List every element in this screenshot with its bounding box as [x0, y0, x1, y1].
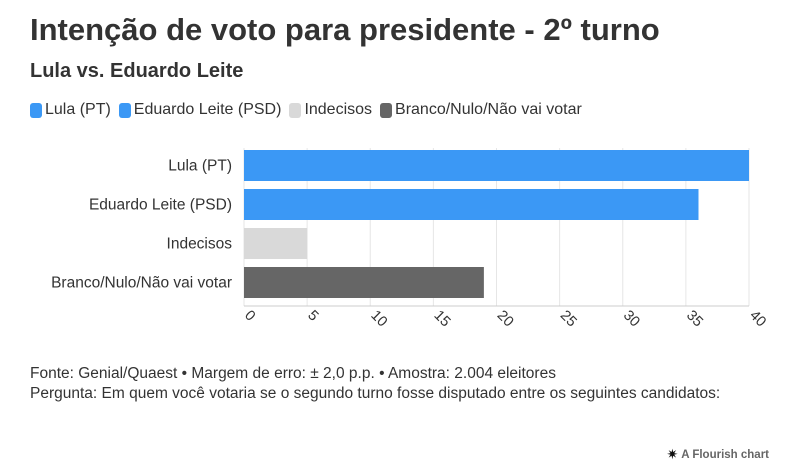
x-tick-label: 10	[367, 308, 390, 331]
category-label: Branco/Nulo/Não vai votar	[51, 275, 232, 292]
bar[interactable]	[244, 189, 699, 220]
category-label: Lula (PT)	[168, 158, 232, 175]
bar[interactable]	[244, 228, 308, 259]
x-tick-label: 35	[683, 308, 706, 331]
legend-swatch	[380, 102, 393, 118]
flourish-credit[interactable]: ✷ A Flourish chart	[667, 446, 769, 463]
x-tick-label: 5	[304, 308, 321, 325]
flourish-asterisk-icon: ✷	[666, 446, 679, 462]
source-note: Fonte: Genial/Quaest • Margem de erro: ±…	[30, 365, 556, 382]
legend-swatch	[118, 102, 131, 118]
chart-legend: Lula (PT) Eduardo Leite (PSD) Indecisos Bra…	[30, 101, 590, 119]
x-tick-label: 25	[557, 308, 580, 331]
bar[interactable]	[244, 150, 749, 181]
legend-item[interactable]: Branco/Nulo/Não vai votar	[380, 101, 582, 119]
legend-item[interactable]: Eduardo Leite (PSD)	[118, 101, 282, 119]
legend-swatch	[30, 102, 42, 118]
legend-item[interactable]: Indecisos	[289, 101, 372, 119]
x-tick-label: 0	[241, 308, 258, 325]
bar[interactable]	[244, 267, 484, 298]
category-label: Indecisos	[167, 236, 233, 253]
x-tick-label: 40	[746, 308, 769, 331]
x-tick-label: 30	[620, 308, 643, 331]
x-tick-label: 15	[431, 308, 454, 331]
chart-title: Intenção de voto para presidente - 2º tu…	[30, 12, 660, 47]
legend-item[interactable]: Lula (PT)	[30, 101, 111, 119]
credit-label: A Flourish chart	[681, 448, 769, 461]
legend-label: Eduardo Leite (PSD)	[133, 101, 282, 118]
question-note: Pergunta: Em quem você votaria se o segu…	[30, 385, 721, 402]
chart-subtitle: Lula vs. Eduardo Leite	[30, 60, 244, 82]
legend-label: Indecisos	[304, 101, 373, 118]
category-label: Eduardo Leite (PSD)	[89, 197, 232, 214]
legend-label: Lula (PT)	[45, 101, 111, 118]
legend-swatch	[289, 102, 302, 118]
bar-chart: Lula (PT) Eduardo Leite (PSD) Indecisos Bra…	[51, 148, 769, 331]
chart-footer: Fonte: Genial/Quaest • Margem de erro: ±…	[30, 364, 730, 404]
x-tick-label: 20	[494, 308, 517, 331]
legend-label: Branco/Nulo/Não vai votar	[395, 101, 582, 118]
